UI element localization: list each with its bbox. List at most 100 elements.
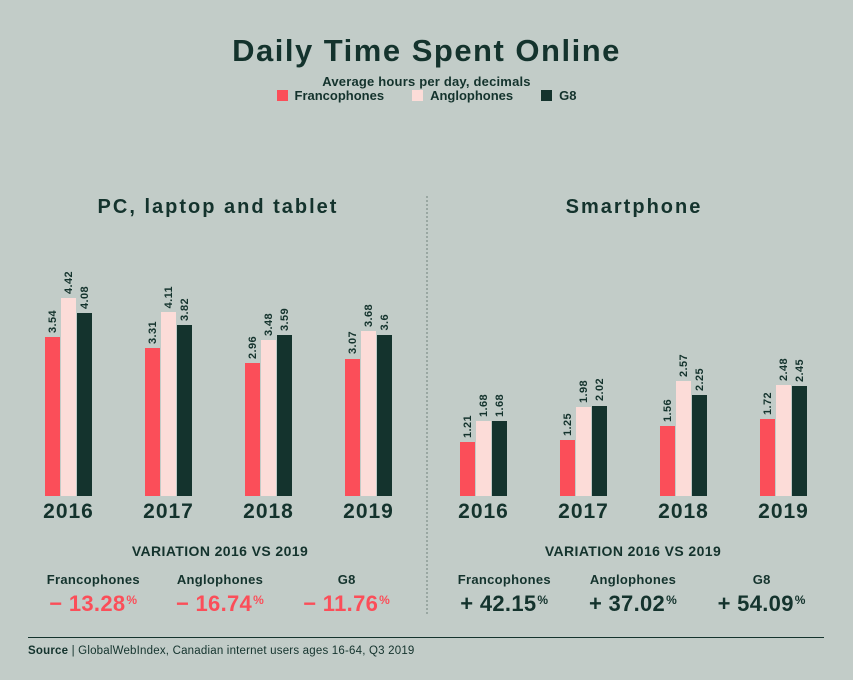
variation-item-g8: G8 − 11.76%: [283, 572, 410, 617]
bar-anglophones: [676, 380, 691, 496]
variation-name: G8: [752, 572, 771, 587]
bar-value-label: 3.07: [346, 331, 359, 355]
variation-number: − 16.74: [175, 591, 253, 616]
variation-block-smartphone: VARIATION 2016 VS 2019 Francophones + 42.…: [440, 543, 826, 617]
legend-item: G8: [541, 88, 576, 103]
bar-group-2017: 3.31 4.11 3.82: [145, 286, 192, 496]
bar-column: 1.98: [576, 380, 591, 496]
legend-label: G8: [559, 88, 577, 103]
bar-column: 4.08: [77, 286, 92, 496]
bar-group-2016: 1.21 1.68 1.68: [460, 394, 507, 496]
section-title-smartphone: Smartphone: [565, 196, 703, 218]
legend-item: Francophones: [276, 88, 384, 103]
variation-items: Francophones − 13.28% Anglophones − 16.74% G…: [30, 572, 410, 617]
bar-g8: [277, 335, 292, 496]
variation-percent-sign: %: [126, 593, 138, 607]
bar-column: 1.68: [492, 394, 507, 496]
bar-column: 3.6: [377, 314, 392, 496]
year-label: 2016: [43, 500, 94, 523]
bar-value-label: 2.25: [693, 368, 706, 392]
bar-column: 2.96: [245, 336, 260, 496]
bar-column: 3.82: [177, 298, 192, 496]
bar-value-label: 1.21: [461, 414, 474, 438]
bar-anglophones: [576, 407, 591, 496]
variation-item-anglophones: Anglophones + 37.02%: [569, 572, 698, 617]
chart-subtitle: Average hours per day, decimals: [322, 74, 531, 89]
bar-value-label: 1.56: [661, 399, 674, 423]
bar-column: 1.68: [476, 394, 491, 496]
bar-value-label: 2.96: [246, 336, 259, 360]
bar-column: 1.25: [560, 413, 575, 496]
bar-value-label: 3.68: [362, 304, 375, 328]
bar-column: 3.68: [361, 304, 376, 496]
variation-value: − 13.28%: [30, 591, 157, 617]
year-label: 2016: [458, 500, 509, 523]
variation-percent-sign: %: [379, 593, 391, 607]
bar-value-label: 3.59: [278, 308, 291, 332]
bar-value-label: 2.48: [777, 357, 790, 381]
variation-item-anglophones: Anglophones − 16.74%: [157, 572, 284, 617]
bar-group-2019: 3.07 3.68 3.6: [345, 304, 392, 496]
variation-percent-sign: %: [666, 593, 678, 607]
bar-column: 1.56: [660, 399, 675, 496]
source-label: Source: [28, 645, 69, 657]
variation-value: − 11.76%: [283, 591, 410, 617]
legend-label: Anglophones: [430, 88, 514, 103]
bar-francophones: [660, 426, 675, 496]
source-note: Source | GlobalWebIndex, Canadian intern…: [28, 645, 415, 657]
bar-group-2018: 1.56 2.57 2.25: [660, 354, 707, 496]
bar-value-label: 2.57: [677, 353, 690, 377]
bar-g8: [77, 313, 92, 496]
variation-percent-sign: %: [794, 593, 806, 607]
source-text: | GlobalWebIndex, Canadian internet user…: [71, 645, 415, 657]
bar-column: 2.45: [792, 359, 807, 496]
bar-anglophones: [161, 311, 176, 496]
bar-g8: [177, 324, 192, 496]
bar-value-label: 3.82: [178, 297, 191, 321]
bar-g8: [377, 334, 392, 496]
bar-column: 2.02: [592, 378, 607, 496]
bar-g8: [492, 420, 507, 496]
variation-name: Francophones: [457, 572, 551, 587]
variation-number: − 13.28: [49, 591, 126, 616]
bar-value-label: 3.54: [46, 310, 59, 334]
bar-value-label: 1.25: [561, 412, 574, 436]
bar-g8: [792, 386, 807, 496]
bar-francophones: [460, 441, 475, 496]
bar-column: 4.42: [61, 271, 76, 496]
bar-column: 4.11: [161, 286, 176, 496]
bar-column: 3.54: [45, 310, 60, 496]
bar-francophones: [345, 358, 360, 496]
variation-percent-sign: %: [253, 593, 265, 607]
bar-francophones: [560, 440, 575, 496]
legend-swatch-anglophones: [412, 90, 424, 101]
bar-anglophones: [61, 298, 76, 496]
bar-anglophones: [476, 420, 491, 496]
dotted-divider-line: [426, 196, 428, 614]
variation-number: + 42.15: [460, 591, 537, 616]
bar-column: 1.21: [460, 415, 475, 496]
bar-column: 3.59: [277, 308, 292, 496]
variation-name: Anglophones: [589, 572, 677, 587]
bar-group-2016: 3.54 4.42 4.08: [45, 271, 92, 496]
year-label: 2019: [758, 500, 809, 523]
year-label: 2017: [558, 500, 609, 523]
year-label: 2017: [143, 500, 194, 523]
year-label: 2018: [658, 500, 709, 523]
bar-francophones: [760, 418, 775, 496]
bar-francophones: [45, 337, 60, 496]
variation-number: + 54.09: [717, 591, 794, 616]
variation-number: − 11.76: [303, 591, 379, 616]
bar-value-label: 1.72: [761, 391, 774, 415]
bar-column: 1.72: [760, 392, 775, 496]
bar-anglophones: [261, 340, 276, 496]
bar-value-label: 1.68: [477, 393, 490, 417]
variation-name: Anglophones: [176, 572, 264, 587]
bar-value-label: 3.31: [146, 320, 159, 344]
variation-percent-sign: %: [537, 593, 549, 607]
bar-value-label: 4.42: [62, 270, 75, 294]
bar-group-2018: 2.96 3.48 3.59: [245, 308, 292, 496]
variation-item-g8: G8 + 54.09%: [697, 572, 826, 617]
legend-item: Anglophones: [412, 88, 513, 103]
